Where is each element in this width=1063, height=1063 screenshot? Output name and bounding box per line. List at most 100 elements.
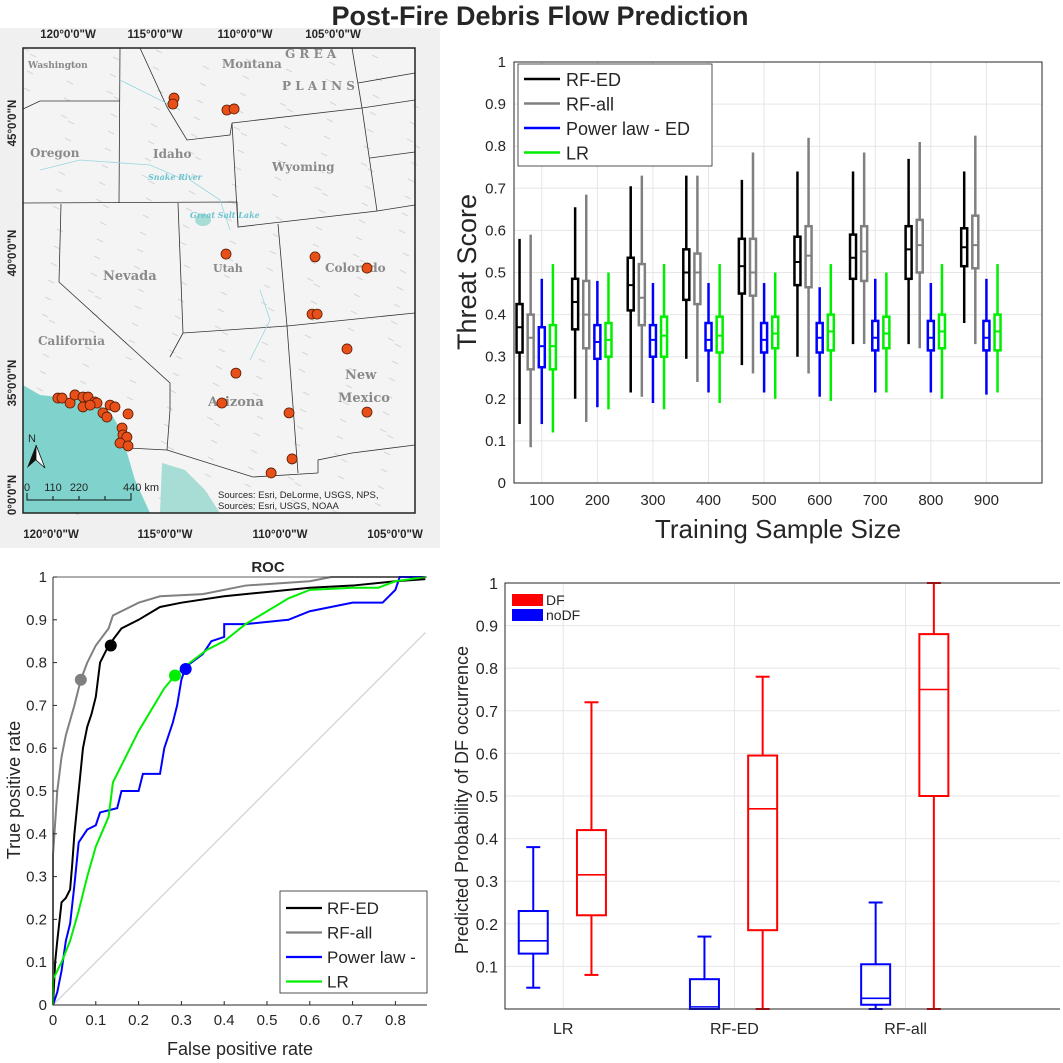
threat-box-power-law-ed bbox=[815, 287, 824, 397]
terrain-hatch bbox=[256, 415, 264, 420]
terrain-hatch bbox=[95, 198, 103, 203]
terrain-hatch bbox=[174, 315, 182, 320]
roc-curve-power-law- bbox=[52, 576, 426, 1006]
threat-y-tick-label: 0.8 bbox=[485, 138, 506, 155]
prob-x-tick-label: RF-ED bbox=[710, 1021, 759, 1038]
map-frame bbox=[22, 47, 416, 514]
scale-bar-label: 220 bbox=[70, 482, 88, 494]
terrain-hatch bbox=[44, 296, 52, 301]
terrain-hatch bbox=[145, 197, 153, 202]
terrain-hatch bbox=[172, 372, 180, 377]
prob-axes bbox=[504, 582, 1060, 1010]
debris-flow-site-marker bbox=[361, 262, 373, 274]
terrain-hatch bbox=[363, 145, 371, 150]
threat-box-rf-ed bbox=[904, 158, 913, 345]
terrain-hatch bbox=[358, 219, 366, 224]
box-iqr bbox=[770, 315, 780, 350]
map-label: Mexico bbox=[338, 391, 390, 406]
box-iqr bbox=[804, 224, 813, 289]
threat-y-tick-label: 0.2 bbox=[485, 391, 506, 408]
box-iqr bbox=[882, 315, 891, 350]
threat-box-rf-ed bbox=[682, 175, 691, 359]
threat-box-rf-ed bbox=[515, 238, 524, 425]
terrain-hatch bbox=[193, 116, 201, 121]
terrain-hatch bbox=[345, 384, 353, 389]
roc-y-tick-label: 0 bbox=[39, 997, 47, 1014]
terrain-hatch bbox=[248, 506, 256, 511]
threat-score-chart: 0 0.1 0.2 0.3 0.4 0.5 0.6 0.7 0.8 0.9 1 100 200 300 40… bbox=[452, 54, 1043, 544]
terrain-hatch bbox=[234, 166, 242, 171]
terrain-hatch bbox=[388, 377, 396, 382]
threat-box-power-law-ed bbox=[537, 278, 547, 425]
roc-title: ROC bbox=[251, 559, 285, 576]
terrain-hatch bbox=[253, 432, 261, 437]
terrain-hatch bbox=[139, 231, 147, 236]
prob-y-tick-label: 1 bbox=[489, 576, 498, 593]
debris-flow-site-marker bbox=[286, 453, 298, 465]
threat-legend bbox=[517, 63, 713, 167]
terrain-hatch bbox=[245, 58, 253, 63]
prob-y-tick-label: 0.4 bbox=[476, 832, 498, 849]
terrain-hatch bbox=[250, 449, 258, 454]
roc-operating-point bbox=[168, 669, 181, 682]
roc-legend-label: RF-ED bbox=[327, 899, 379, 918]
terrain-hatch bbox=[155, 49, 163, 54]
scale-bar-label: 110 bbox=[44, 482, 62, 494]
threat-box-rf-ed bbox=[959, 171, 969, 324]
terrain-hatch bbox=[67, 120, 75, 125]
prob-y-tick-label: 0.8 bbox=[476, 661, 498, 678]
terrain-hatch bbox=[280, 142, 288, 147]
scale-bar-label: 440 km bbox=[123, 482, 159, 494]
terrain-hatch bbox=[350, 310, 358, 315]
terrain-hatch bbox=[382, 411, 390, 416]
roc-y-tick-label: 0.1 bbox=[26, 954, 47, 971]
debris-flow-site-marker bbox=[64, 397, 76, 409]
terrain-hatch bbox=[286, 108, 294, 113]
terrain-hatch bbox=[48, 319, 56, 324]
terrain-hatch bbox=[113, 96, 121, 101]
threat-box-lr bbox=[548, 264, 558, 433]
map-top-tick-label: 105°0'0"W bbox=[305, 29, 361, 41]
box-iqr bbox=[648, 323, 658, 358]
roc-y-tick-label: 0.7 bbox=[26, 697, 47, 714]
threat-legend-label: Power law - ED bbox=[566, 119, 690, 139]
terrain-hatch bbox=[309, 260, 317, 265]
roc-x-tick-label: 0.3 bbox=[171, 1012, 192, 1029]
terrain-hatch bbox=[153, 106, 161, 111]
terrain-hatch bbox=[366, 128, 374, 133]
state-boundary bbox=[177, 202, 184, 334]
terrain-hatch bbox=[85, 346, 93, 351]
terrain-hatch bbox=[180, 281, 188, 286]
threat-box-rf-ed bbox=[570, 207, 580, 399]
threat-box-power-law-ed bbox=[593, 280, 602, 408]
scale-bar-label: 0 bbox=[24, 482, 30, 494]
terrain-hatch bbox=[93, 255, 101, 260]
roc-operating-point bbox=[74, 673, 87, 686]
north-arrow-icon bbox=[27, 445, 36, 468]
terrain-hatch bbox=[58, 171, 66, 176]
terrain-hatch bbox=[214, 325, 222, 330]
terrain-hatch bbox=[182, 224, 190, 229]
terrain-hatch bbox=[39, 370, 47, 375]
terrain-hatch bbox=[160, 440, 168, 445]
prob-legend-label: DF bbox=[546, 592, 565, 608]
box-iqr bbox=[526, 313, 535, 371]
figure-title: Post-Fire Debris Flow Prediction bbox=[331, 1, 748, 31]
threat-box-rf-ed bbox=[848, 171, 858, 345]
threat-x-tick-label: 500 bbox=[752, 492, 777, 509]
terrain-hatch bbox=[385, 394, 393, 399]
prob-y-tick-label: 0.3 bbox=[476, 874, 498, 891]
terrain-hatch bbox=[66, 80, 74, 85]
terrain-hatch bbox=[223, 274, 231, 279]
terrain-hatch bbox=[50, 262, 58, 267]
roc-x-tick-label: 0.2 bbox=[128, 1012, 149, 1029]
map-label: Snake River bbox=[148, 172, 203, 182]
roc-operating-point bbox=[179, 663, 192, 676]
terrain-hatch bbox=[167, 446, 175, 451]
prob-y-tick-label: 0.2 bbox=[476, 917, 498, 934]
roc-x-tick-label: 0.4 bbox=[214, 1012, 235, 1029]
probability-chart: 0.1 0.2 0.3 0.4 0.5 0.6 0.7 0.8 0.9 1 LR RF-ED RF-al… bbox=[452, 576, 1060, 1038]
terrain-hatch bbox=[88, 329, 96, 334]
terrain-hatch bbox=[147, 140, 155, 145]
terrain-hatch bbox=[274, 176, 282, 181]
